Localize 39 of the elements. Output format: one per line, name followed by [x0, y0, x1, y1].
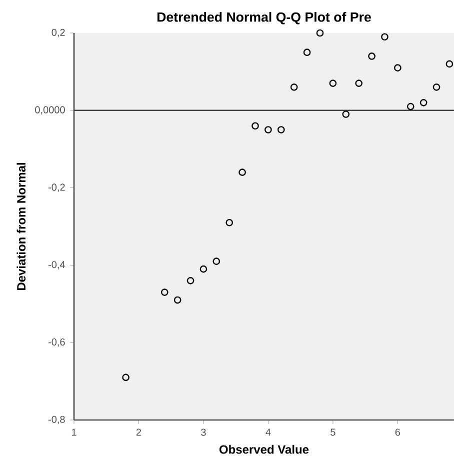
point — [446, 60, 454, 68]
point — [355, 80, 362, 87]
y-axis-title: Deviation from Normal — [16, 163, 26, 290]
point — [342, 110, 350, 118]
point — [420, 98, 428, 106]
point — [226, 218, 234, 226]
y-tick-label: -0,8 — [48, 416, 65, 424]
point — [264, 126, 272, 134]
x-tick-label: 3 — [201, 428, 206, 436]
point — [432, 84, 440, 91]
point — [316, 29, 324, 37]
y-tick-label: 0,2 — [52, 28, 65, 38]
x-tick-label: 6 — [395, 428, 400, 436]
point — [212, 258, 220, 265]
point — [186, 277, 194, 284]
point — [303, 48, 311, 56]
y-tick-label: -0,2 — [48, 184, 65, 192]
point — [290, 84, 298, 91]
point — [238, 168, 246, 176]
point — [252, 122, 259, 130]
point — [381, 33, 388, 41]
point — [394, 64, 402, 72]
point — [122, 374, 130, 382]
x-tick-label: 5 — [330, 428, 336, 436]
x-tick-label: 1 — [72, 428, 76, 436]
chart-title: Detrended Normal Q-Q Plot of Pre — [157, 12, 371, 24]
point — [406, 102, 414, 110]
x-tick-label: 2 — [136, 428, 142, 436]
y-tick-label: -0,4 — [48, 261, 65, 270]
point — [160, 288, 168, 296]
point — [174, 296, 182, 304]
point — [329, 80, 337, 87]
x-tick-label: 4 — [266, 428, 271, 436]
x-axis-title: Observed Value — [219, 444, 309, 454]
y-tick-label: 0,0000 — [35, 106, 65, 115]
y-tick-label: -0,6 — [48, 338, 65, 347]
point — [200, 265, 208, 273]
point — [277, 126, 285, 134]
point — [368, 52, 376, 60]
